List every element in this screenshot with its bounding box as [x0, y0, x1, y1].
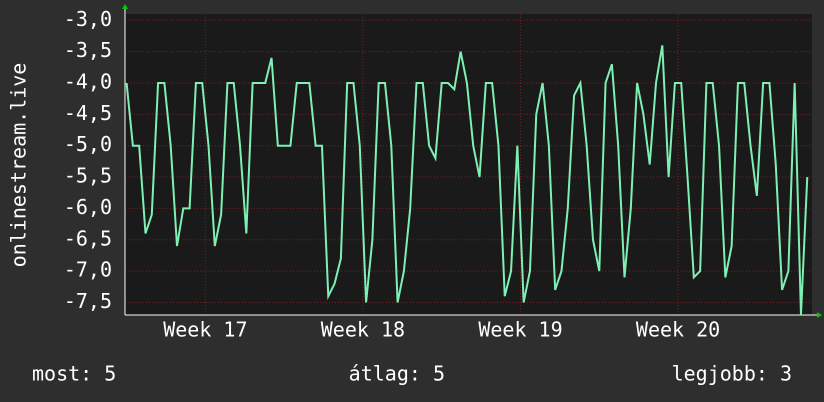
- stat-label: legjobb: 3: [672, 362, 792, 386]
- y-tick-label: -6,0: [64, 195, 112, 219]
- x-tick-label: Week 18: [321, 318, 405, 342]
- stat-label: most: 5: [32, 362, 116, 386]
- stat-label: átlag: 5: [349, 362, 445, 386]
- y-tick-label: -5,0: [64, 132, 112, 156]
- data-line: [125, 45, 809, 316]
- axis-arrow: [817, 312, 822, 318]
- y-tick-label: -3,0: [64, 7, 112, 31]
- y-tick-label: -4,0: [64, 69, 112, 93]
- y-tick-label: -6,5: [64, 226, 112, 250]
- x-tick-label: Week 20: [636, 318, 720, 342]
- x-tick-label: Week 19: [478, 318, 562, 342]
- axis-arrow: [122, 4, 128, 9]
- plot-area: [125, 14, 812, 315]
- y-axis-label: onlinestream.live: [7, 63, 31, 268]
- y-tick-label: -7,0: [64, 258, 112, 282]
- y-tick-label: -4,5: [64, 101, 112, 125]
- y-tick-label: -5,5: [64, 164, 112, 188]
- y-tick-label: -3,5: [64, 38, 112, 62]
- y-tick-label: -7,5: [64, 289, 112, 313]
- x-tick-label: Week 17: [163, 318, 247, 342]
